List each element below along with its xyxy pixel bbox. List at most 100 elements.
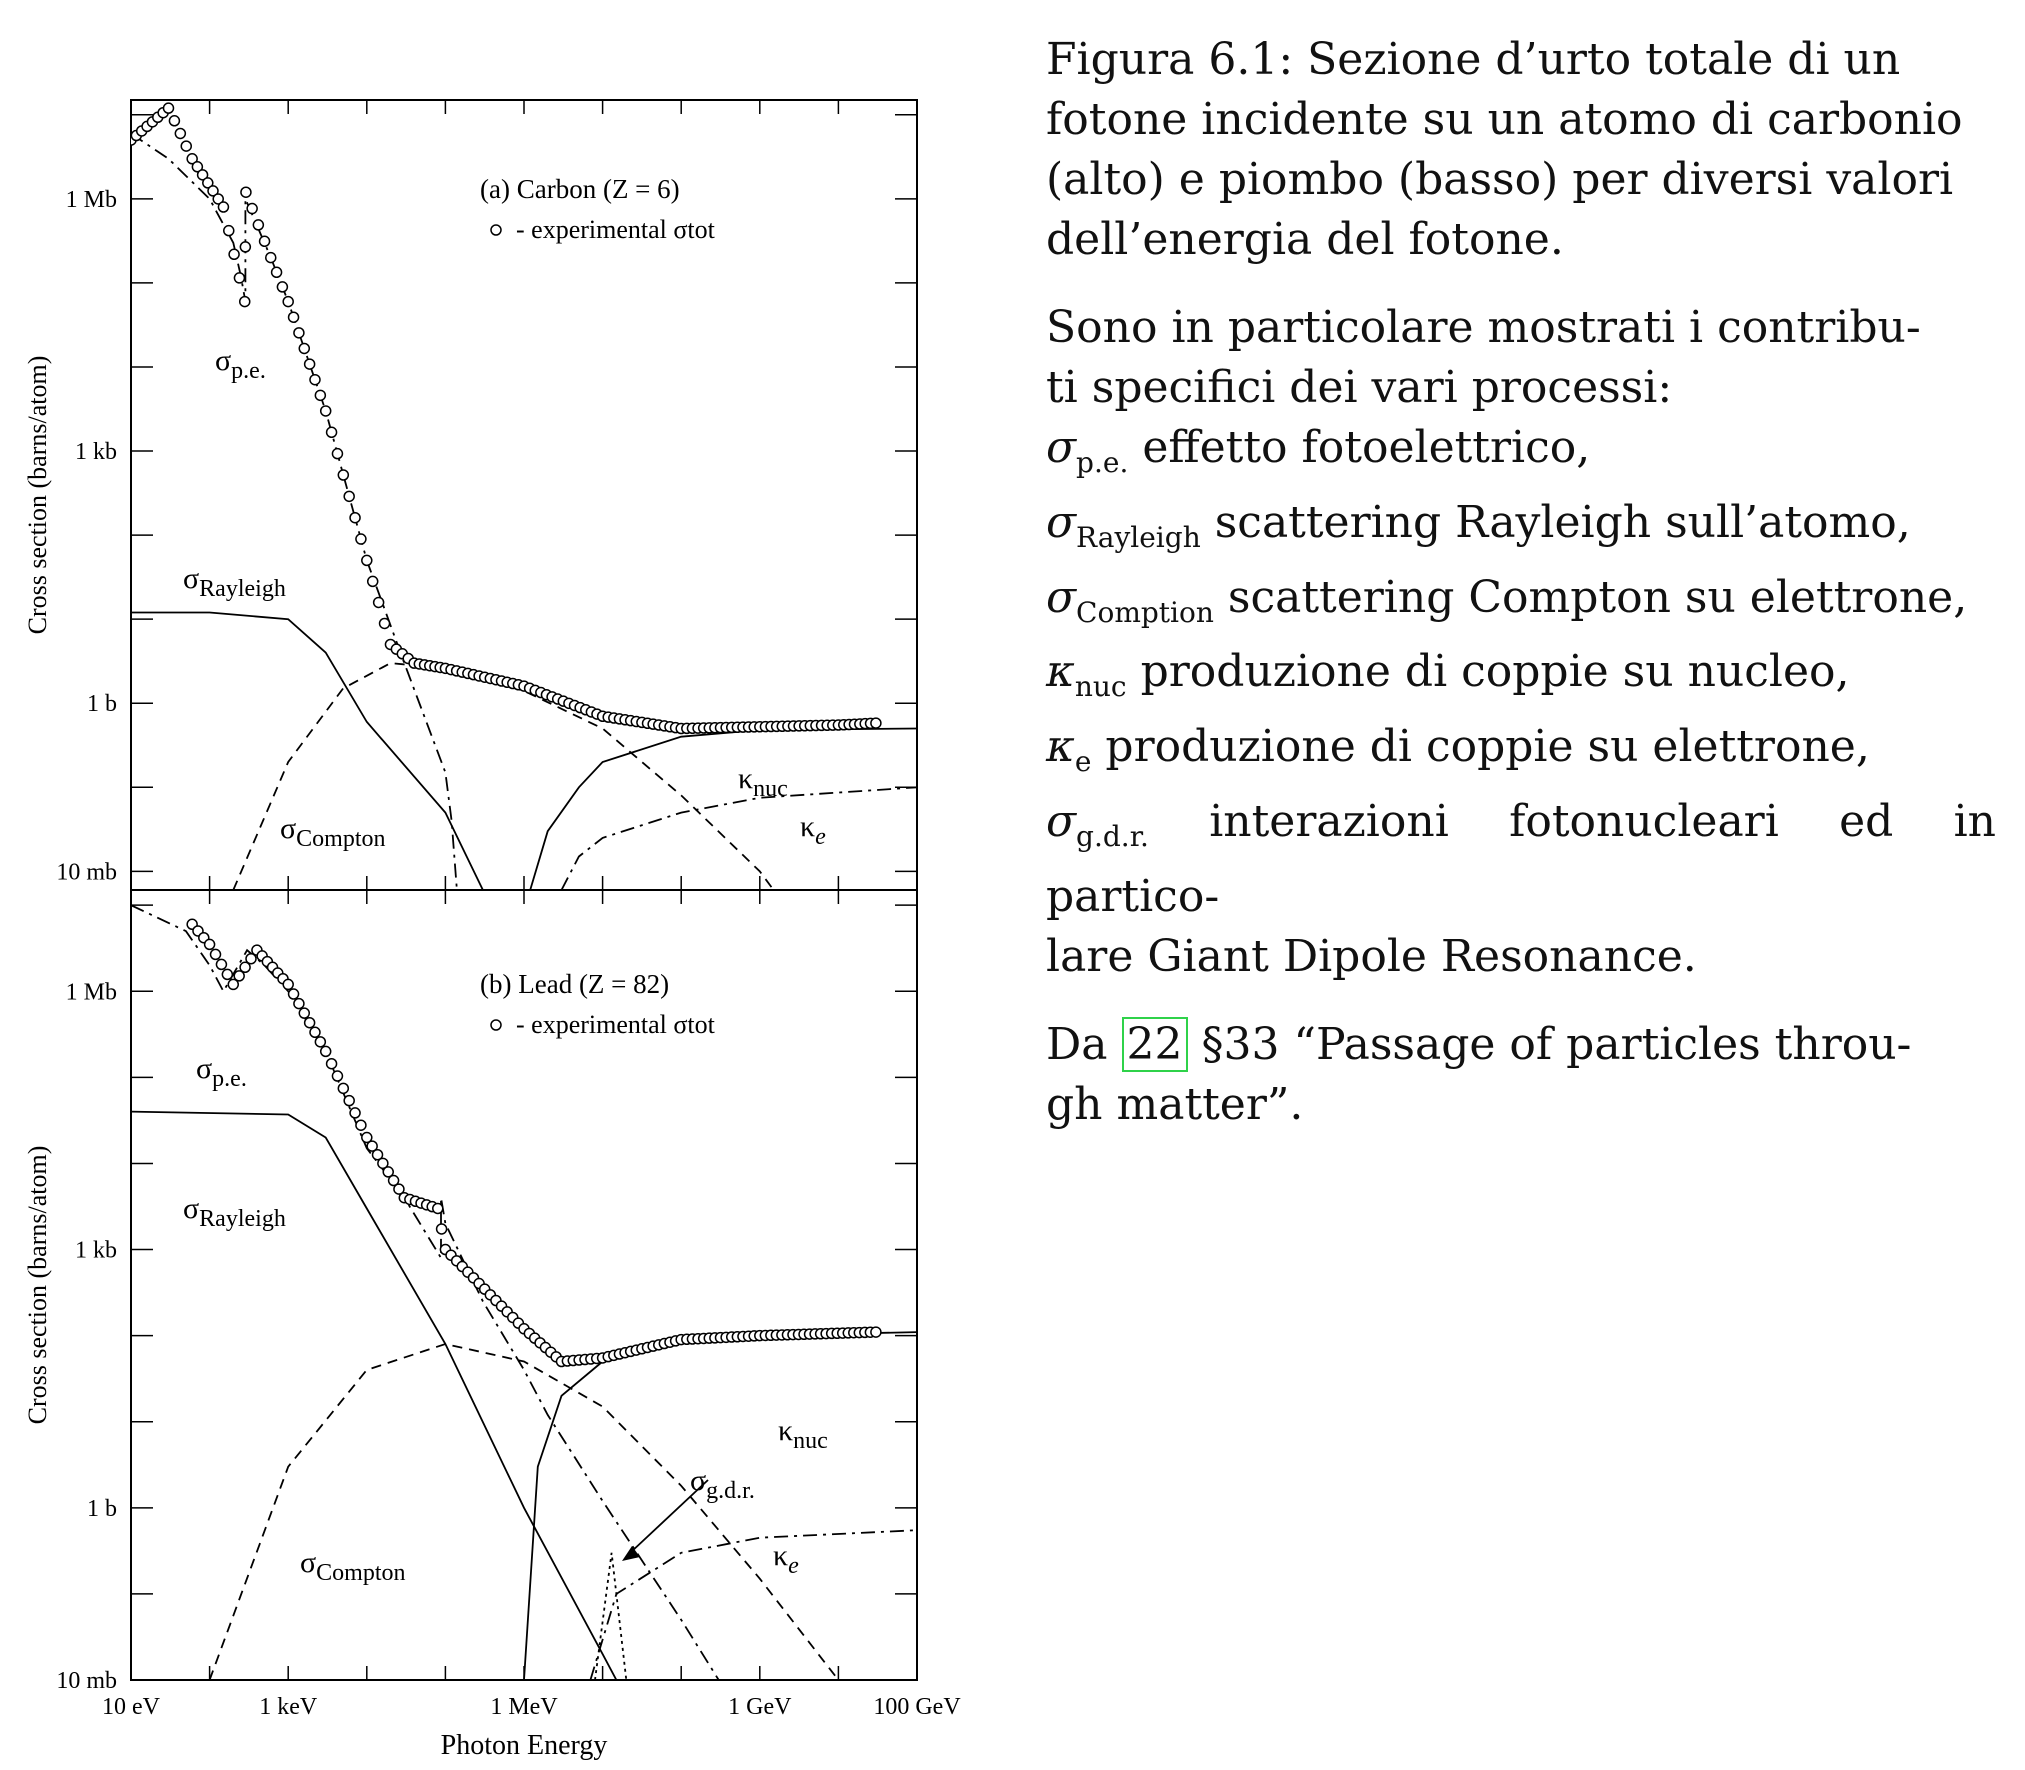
gdr-arrow-line xyxy=(629,1479,709,1554)
symbol: σ xyxy=(1046,795,1077,847)
item-text: produzione di coppie su nucleo, xyxy=(1126,646,1850,698)
data-point xyxy=(337,469,350,481)
data-point xyxy=(371,1148,384,1161)
item-text: effetto fotoelettrico, xyxy=(1128,422,1591,473)
gdr-arrow-head xyxy=(622,1546,640,1561)
caption-reference: Da 22 §33 “Passage of particles throu- g… xyxy=(1046,1015,1996,1135)
data-point xyxy=(180,140,192,152)
data-point xyxy=(215,958,228,971)
data-point xyxy=(174,127,187,140)
y-tick-label: 10 mb xyxy=(56,859,117,885)
series-line xyxy=(131,132,458,890)
data-point xyxy=(246,202,258,215)
symbol-sub: g.d.r. xyxy=(1076,819,1149,853)
data-point xyxy=(212,193,224,205)
symbol-sub: nuc xyxy=(1074,670,1127,704)
y-tick-label: 1 Mb xyxy=(66,979,117,1005)
data-point xyxy=(314,389,327,402)
item-text: interazioni fotonucleari ed in partico- xyxy=(1046,795,1996,922)
data-point xyxy=(233,272,246,284)
caption-line: Sono in particolare mostrati i contribu- xyxy=(1046,302,1921,353)
series-line xyxy=(131,611,484,890)
data-point xyxy=(221,968,234,981)
data-point xyxy=(377,1157,389,1170)
panel-title: (b) Lead (Z = 82) xyxy=(480,969,669,999)
plot-frame xyxy=(130,889,918,1681)
x-tick-label: 1 keV xyxy=(259,1694,318,1720)
data-point xyxy=(355,533,367,545)
panel-lead: 10 mb 1 b 1 kb 1 Mb 10 eV 1 keV 1 MeV 1 GeV 100 … xyxy=(23,889,961,1761)
data-point xyxy=(361,1131,373,1144)
curve-label: σCompton xyxy=(280,812,386,852)
y-tick-label: 10 mb xyxy=(56,1668,117,1694)
data-point xyxy=(207,185,219,197)
caption-line: ti specifici dei vari processi: xyxy=(1046,362,1673,413)
item-text: scattering Rayleigh sull’atomo, xyxy=(1200,496,1911,548)
series-line xyxy=(529,727,917,890)
series-line xyxy=(232,662,775,890)
data-point xyxy=(239,961,251,974)
caption-processes: Sono in particolare mostrati i contribu-… xyxy=(1046,298,1996,987)
ref-suffix: §33 “Passage of particles throu- xyxy=(1187,1018,1912,1070)
x-tick-label: 10 eV xyxy=(102,1694,161,1720)
data-point xyxy=(293,327,305,339)
item-text: scattering Compton su elettrone, xyxy=(1213,571,1968,623)
panel-carbon: 10 mb 1 b 1 kb 1 Mb Cross section (barns/ato… xyxy=(23,99,918,891)
caption-line: Figura 6.1: Sezione d’urto totale di un xyxy=(1046,34,1901,85)
caption-line: (alto) e piombo (basso) per diversi valo… xyxy=(1046,154,1954,205)
data-point xyxy=(366,1140,378,1152)
data-point xyxy=(203,938,216,951)
data-point xyxy=(223,224,235,237)
legend-marker xyxy=(490,1019,502,1031)
data-point xyxy=(309,373,321,386)
data-point xyxy=(298,342,311,355)
symbol: σ xyxy=(1046,422,1077,473)
symbol-sub: e xyxy=(1074,744,1092,778)
data-point xyxy=(870,1326,882,1338)
citation-link[interactable]: 22 xyxy=(1121,1016,1188,1072)
y-axis-label: Cross section (barns/atom) xyxy=(23,356,52,635)
data-point xyxy=(303,1016,316,1029)
ref-prefix: Da xyxy=(1046,1018,1122,1070)
curve-label: σp.e. xyxy=(196,1052,247,1092)
data-point xyxy=(382,1166,394,1178)
series-line xyxy=(560,786,917,890)
data-point xyxy=(287,988,300,1000)
curve-label: σCompton xyxy=(300,1546,406,1586)
series-line xyxy=(131,1110,618,1680)
data-point xyxy=(337,1082,350,1095)
y-tick-label: 1 b xyxy=(87,691,117,717)
legend-label: - experimental σtot xyxy=(516,215,716,244)
x-tick-label: 1 GeV xyxy=(728,1694,792,1720)
data-point xyxy=(298,1007,311,1019)
data-point xyxy=(343,490,355,503)
data-point xyxy=(191,161,204,173)
data-point xyxy=(196,169,209,181)
data-point xyxy=(325,1057,338,1070)
data-point xyxy=(331,447,344,460)
caption-line: gh matter”. xyxy=(1046,1078,1304,1130)
data-point xyxy=(240,186,252,198)
data-point xyxy=(168,115,181,127)
data-point xyxy=(252,219,265,231)
caption-title: Figura 6.1: Sezione d’urto totale di un … xyxy=(1046,30,1996,270)
curve-label: σRayleigh xyxy=(183,562,286,602)
data-point xyxy=(282,295,294,308)
data-point xyxy=(238,295,251,308)
data-point xyxy=(343,1094,355,1107)
process-item-gdr: σg.d.r. interazioni fotonucleari ed in p… xyxy=(1046,792,1996,927)
process-item-ke: κe produzione di coppie su elettrone, xyxy=(1046,717,1996,792)
symbol-sub: Rayleigh xyxy=(1076,520,1201,554)
curve-label: σp.e. xyxy=(215,344,266,384)
data-point xyxy=(378,617,391,630)
data-point xyxy=(265,251,277,264)
data-point xyxy=(293,997,305,1010)
data-point xyxy=(270,266,283,279)
data-point xyxy=(325,426,338,439)
data-point xyxy=(287,311,300,323)
data-point xyxy=(393,1183,405,1195)
data-point xyxy=(202,177,214,189)
process-item-rayleigh: σRayleigh scattering Rayleigh sull’atomo… xyxy=(1046,493,1996,568)
symbol: σ xyxy=(1046,496,1077,548)
series-line xyxy=(589,1529,917,1680)
